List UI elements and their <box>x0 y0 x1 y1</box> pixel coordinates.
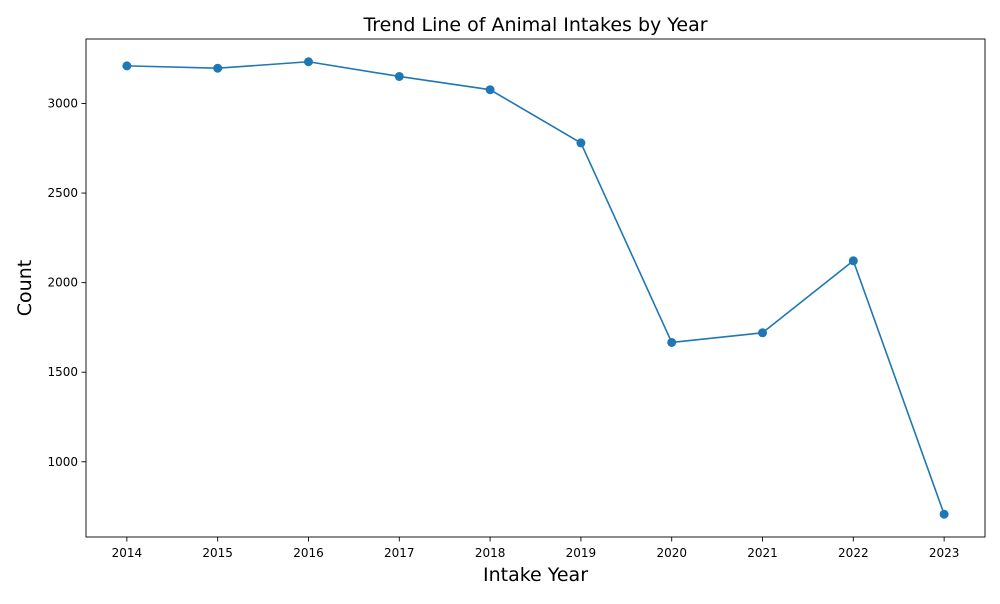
y-axis: 1000 1500 2000 2500 3000 <box>47 96 86 469</box>
x-tick-label: 2022 <box>838 546 869 560</box>
y-axis-title: Count <box>14 260 36 316</box>
series-line <box>126 60 945 515</box>
plot-area-frame <box>85 38 986 538</box>
chart-title: Trend Line of Animal Intakes by Year <box>362 14 707 36</box>
data-point <box>485 85 495 95</box>
series-layer <box>122 57 949 519</box>
data-point <box>122 61 132 71</box>
y-tick-label: 2500 <box>47 186 78 200</box>
x-tick-label: 2014 <box>112 546 143 560</box>
y-tick-label: 2000 <box>47 276 78 290</box>
data-point <box>576 138 586 148</box>
data-point <box>758 328 768 338</box>
y-tick-label: 3000 <box>47 96 78 110</box>
x-tick-label: 2021 <box>747 546 778 560</box>
x-tick-label: 2015 <box>202 546 233 560</box>
x-tick-label: 2016 <box>293 546 324 560</box>
y-tick-label: 1000 <box>47 455 78 469</box>
x-tick-label: 2019 <box>566 546 597 560</box>
x-tick-label: 2018 <box>475 546 506 560</box>
x-tick-label: 2023 <box>929 546 960 560</box>
y-tick-label: 1500 <box>47 365 78 379</box>
x-axis: 2014 2015 2016 2017 2018 2019 2020 2021 2022 2023 <box>112 537 960 560</box>
data-point <box>303 57 313 67</box>
data-point <box>667 337 677 347</box>
x-axis-title: Intake Year <box>483 564 588 586</box>
data-point <box>213 63 223 73</box>
data-point <box>939 509 949 519</box>
data-point <box>394 71 404 81</box>
x-tick-label: 2020 <box>656 546 687 560</box>
x-tick-label: 2017 <box>384 546 415 560</box>
data-point <box>848 256 858 266</box>
